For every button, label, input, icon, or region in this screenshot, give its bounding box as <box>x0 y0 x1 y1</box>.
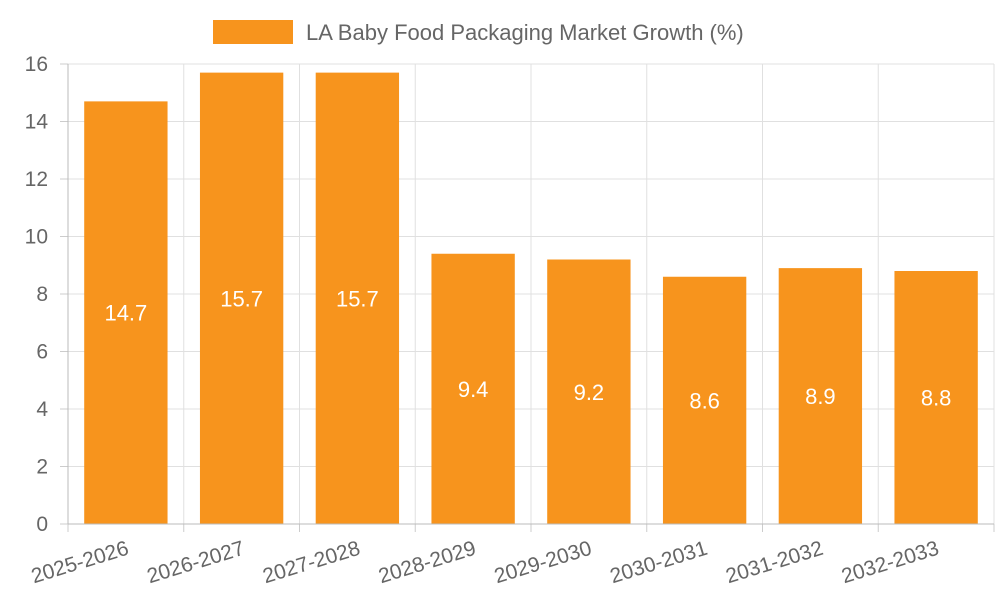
data-label-2030-2031: 8.6 <box>689 388 720 413</box>
data-label-2028-2029: 9.4 <box>458 377 489 402</box>
bar-2027-2028[interactable] <box>315 72 400 524</box>
x-tick-label-2025-2026: 2025-2026 <box>29 537 132 588</box>
x-tick-label-2028-2029: 2028-2029 <box>376 537 479 588</box>
bar-2032-2033[interactable] <box>894 271 978 524</box>
data-label-2032-2033: 8.8 <box>921 386 952 411</box>
x-tick-label-2032-2033: 2032-2033 <box>839 537 942 588</box>
data-label-2025-2026: 14.7 <box>104 301 147 326</box>
y-tick-label: 14 <box>25 111 49 134</box>
x-tick-label-2027-2028: 2027-2028 <box>260 537 363 588</box>
y-tick-label: 12 <box>25 168 48 191</box>
bar-2028-2029[interactable] <box>431 253 515 524</box>
legend[interactable]: LA Baby Food Packaging Market Growth (%) <box>213 20 744 45</box>
y-tick-label: 10 <box>25 226 48 249</box>
y-tick-label: 8 <box>36 283 48 306</box>
y-axis-ticks: 0 2 4 6 8 10 12 14 16 <box>25 53 49 536</box>
y-tick-label: 0 <box>36 513 48 536</box>
x-axis-ticks: 2025-2026 2026-2027 2027-2028 2028-2029 2029… <box>29 537 942 588</box>
y-tick-label: 2 <box>36 456 48 479</box>
x-tick-label-2029-2030: 2029-2030 <box>492 537 595 588</box>
bars <box>84 72 978 525</box>
x-tick-label-2030-2031: 2030-2031 <box>607 537 710 588</box>
x-tick-label-2026-2027: 2026-2027 <box>144 537 247 588</box>
data-label-2027-2028: 15.7 <box>336 286 379 311</box>
bar-2031-2032[interactable] <box>778 268 863 524</box>
legend-swatch[interactable] <box>213 20 293 44</box>
data-labels: 14.7 15.7 15.7 9.4 9.2 8.6 8.9 8.8 <box>104 286 951 413</box>
data-label-2026-2027: 15.7 <box>220 286 263 311</box>
data-label-2029-2030: 9.2 <box>574 380 605 405</box>
data-label-2031-2032: 8.9 <box>805 384 836 409</box>
y-tick-label: 16 <box>25 53 48 76</box>
x-tick-label-2031-2032: 2031-2032 <box>723 537 826 588</box>
bar-2026-2027[interactable] <box>199 72 284 524</box>
y-tick-label: 6 <box>36 341 48 364</box>
bar-2029-2030[interactable] <box>547 259 631 525</box>
bar-2025-2026[interactable] <box>84 101 168 524</box>
y-tick-label: 4 <box>36 398 48 421</box>
legend-label[interactable]: LA Baby Food Packaging Market Growth (%) <box>306 20 744 45</box>
axes <box>60 63 995 532</box>
bar-2030-2031[interactable] <box>662 276 747 524</box>
